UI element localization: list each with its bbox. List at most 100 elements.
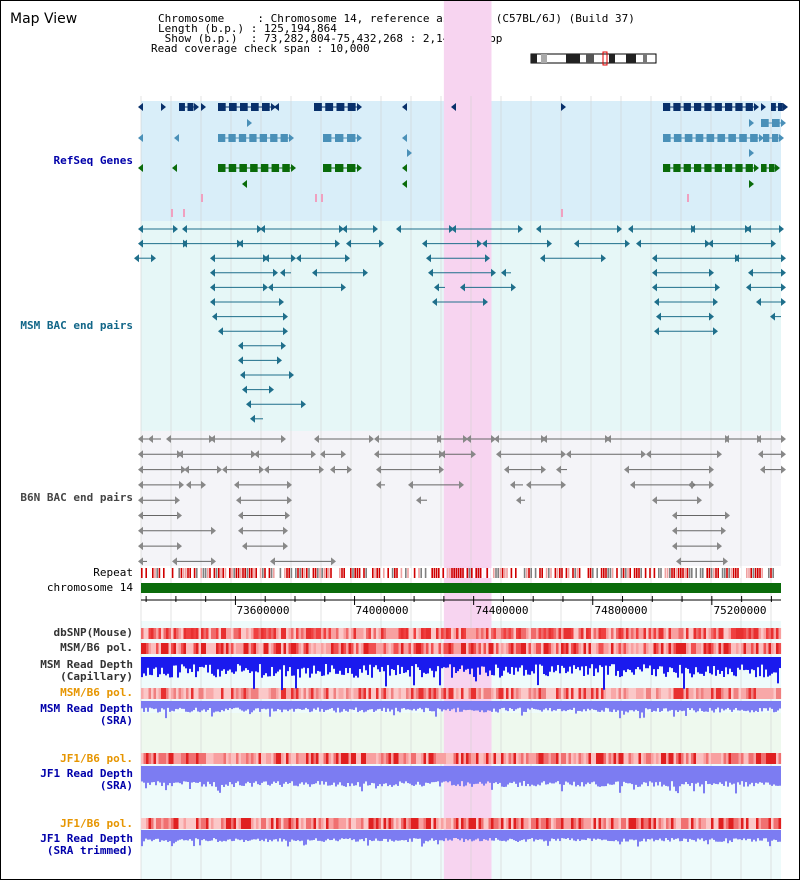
jf1-trimmed-depth-bar xyxy=(637,830,639,847)
msm-capillary-depth-bar xyxy=(339,657,341,671)
jf1-b6-pol-mark xyxy=(353,818,357,829)
gene-exon xyxy=(683,164,691,172)
msm-sra-depth-bar xyxy=(291,701,293,709)
jf1-sra-depth-bar xyxy=(613,766,615,785)
msm-b6-pol-mark xyxy=(258,643,262,654)
jf1-b6-pol-mark xyxy=(168,753,172,764)
dbsnp-bar-mark xyxy=(616,628,619,639)
jf1-b6-pol-mark xyxy=(686,818,689,829)
jf1-b6-pol-mark xyxy=(166,818,169,829)
jf1-sra-depth-bar xyxy=(303,766,305,785)
msm-b6-pol-mark xyxy=(578,643,582,654)
jf1-b6-pol-mark xyxy=(678,753,682,764)
msm-b6-pol-mark xyxy=(466,643,469,654)
bac-end-marker xyxy=(641,450,646,459)
msm-sra-depth-bar xyxy=(539,701,541,711)
msm-sra-depth-bar xyxy=(545,701,547,709)
jf1-b6-pol-mark xyxy=(666,753,669,764)
dbsnp-bar-mark xyxy=(408,628,412,639)
jf1-sra-depth-bar xyxy=(283,766,285,784)
msm-sra-depth-bar xyxy=(509,701,511,708)
msm-sra-depth-bar xyxy=(251,701,253,713)
jf1-b6-pol-mark xyxy=(648,753,652,764)
jf1-b6-pol-mark xyxy=(583,818,587,829)
bac-end-marker xyxy=(240,371,245,379)
dbsnp-bar-mark xyxy=(618,628,622,639)
repeat-mark xyxy=(413,568,416,578)
jf1-b6-pol-mark xyxy=(646,753,649,764)
msm-sra-depth-bar xyxy=(729,701,731,710)
jf1-b6-pol-mark xyxy=(246,753,249,764)
jf1-b6-pol-mark xyxy=(288,753,292,764)
jf1-b6-pol-mark xyxy=(546,753,549,764)
jf1-b6-pol-mark xyxy=(301,753,304,764)
jf1-sra-depth-bar xyxy=(483,766,485,786)
msm-capillary-depth-bar xyxy=(407,657,409,671)
gene-strand-arrow xyxy=(754,103,759,111)
jf1-b6-pol-mark xyxy=(181,753,184,764)
msm-capillary-depth-bar xyxy=(465,657,467,670)
msm-capillary-depth-bar xyxy=(167,657,169,674)
jf1-b6-pol-mark xyxy=(438,753,442,764)
jf1-trimmed-depth-bar xyxy=(743,830,745,839)
repeat-mark xyxy=(422,568,425,578)
msm-b6-pol-mark xyxy=(613,643,617,654)
repeat-mark xyxy=(389,568,392,578)
jf1-trimmed-depth-bar xyxy=(705,830,707,841)
msm-sra-depth-bar xyxy=(549,701,551,709)
msm-b6-pol-mark xyxy=(558,688,562,699)
bac-end-marker xyxy=(690,225,695,233)
bac-end-marker xyxy=(510,480,515,489)
jf1-trimmed-depth-bar xyxy=(179,830,181,840)
jf1-sra-depth-bar xyxy=(453,766,455,785)
msm-b6-pol-mark xyxy=(493,643,497,654)
info-key: Length (b.p.) xyxy=(158,22,251,35)
msm-b6-pol-mark xyxy=(343,688,347,699)
msm-sra-depth-bar xyxy=(703,701,705,712)
msm-capillary-depth-bar xyxy=(163,657,165,674)
repeat-mark xyxy=(416,568,418,578)
jf1-sra-depth-bar xyxy=(735,766,737,794)
repeat-mark xyxy=(438,568,440,578)
repeat-mark xyxy=(662,568,664,578)
jf1-trimmed-depth-bar xyxy=(661,830,663,841)
bac-end-marker xyxy=(363,268,368,277)
msm-b6-pol-mark xyxy=(721,643,724,654)
bac-end-marker xyxy=(542,435,547,443)
repeat-mark xyxy=(561,568,563,578)
jf1-sra-depth-bar xyxy=(585,766,587,785)
track-label-msm-read-depth-sra: MSM Read Depth (SRA) xyxy=(40,703,133,727)
dbsnp-bar-mark xyxy=(186,628,189,639)
msm-b6-pol-mark xyxy=(758,643,762,654)
msm-capillary-depth-bar xyxy=(333,657,335,669)
repeat-mark xyxy=(455,568,458,578)
jf1-sra-depth-bar xyxy=(497,766,499,784)
jf1-trimmed-depth-bar xyxy=(559,830,561,842)
dbsnp-bar-mark xyxy=(241,628,244,639)
gene-exon xyxy=(663,134,671,142)
jf1-trimmed-depth-bar xyxy=(579,830,581,841)
bac-end-marker xyxy=(281,341,286,350)
jf1-b6-pol-mark xyxy=(411,753,414,764)
repeat-mark xyxy=(739,568,741,578)
jf1-trimmed-depth-bar xyxy=(401,830,403,841)
msm-b6-pol-mark xyxy=(321,688,324,699)
msm-sra-depth-bar xyxy=(679,701,681,711)
jf1-trimmed-depth-bar xyxy=(379,830,381,842)
dbsnp-bar-mark xyxy=(501,628,504,639)
repeat-mark xyxy=(772,568,774,578)
jf1-trimmed-depth-bar xyxy=(589,830,591,839)
bac-end-marker xyxy=(273,268,278,277)
msm-sra-depth-bar xyxy=(479,701,481,713)
jf1-trimmed-depth-bar xyxy=(259,830,261,841)
dbsnp-bar-mark xyxy=(488,628,492,639)
jf1-trimmed-depth-bar xyxy=(477,830,479,839)
repeat-mark xyxy=(677,568,680,578)
msm-capillary-depth-bar xyxy=(773,657,775,673)
msm-capillary-depth-bar xyxy=(453,657,455,668)
jf1-trimmed-depth-bar xyxy=(459,830,461,841)
jf1-trimmed-depth-bar xyxy=(471,830,473,842)
dbsnp-bar-mark xyxy=(671,628,674,639)
msm-capillary-depth-bar xyxy=(469,657,471,675)
